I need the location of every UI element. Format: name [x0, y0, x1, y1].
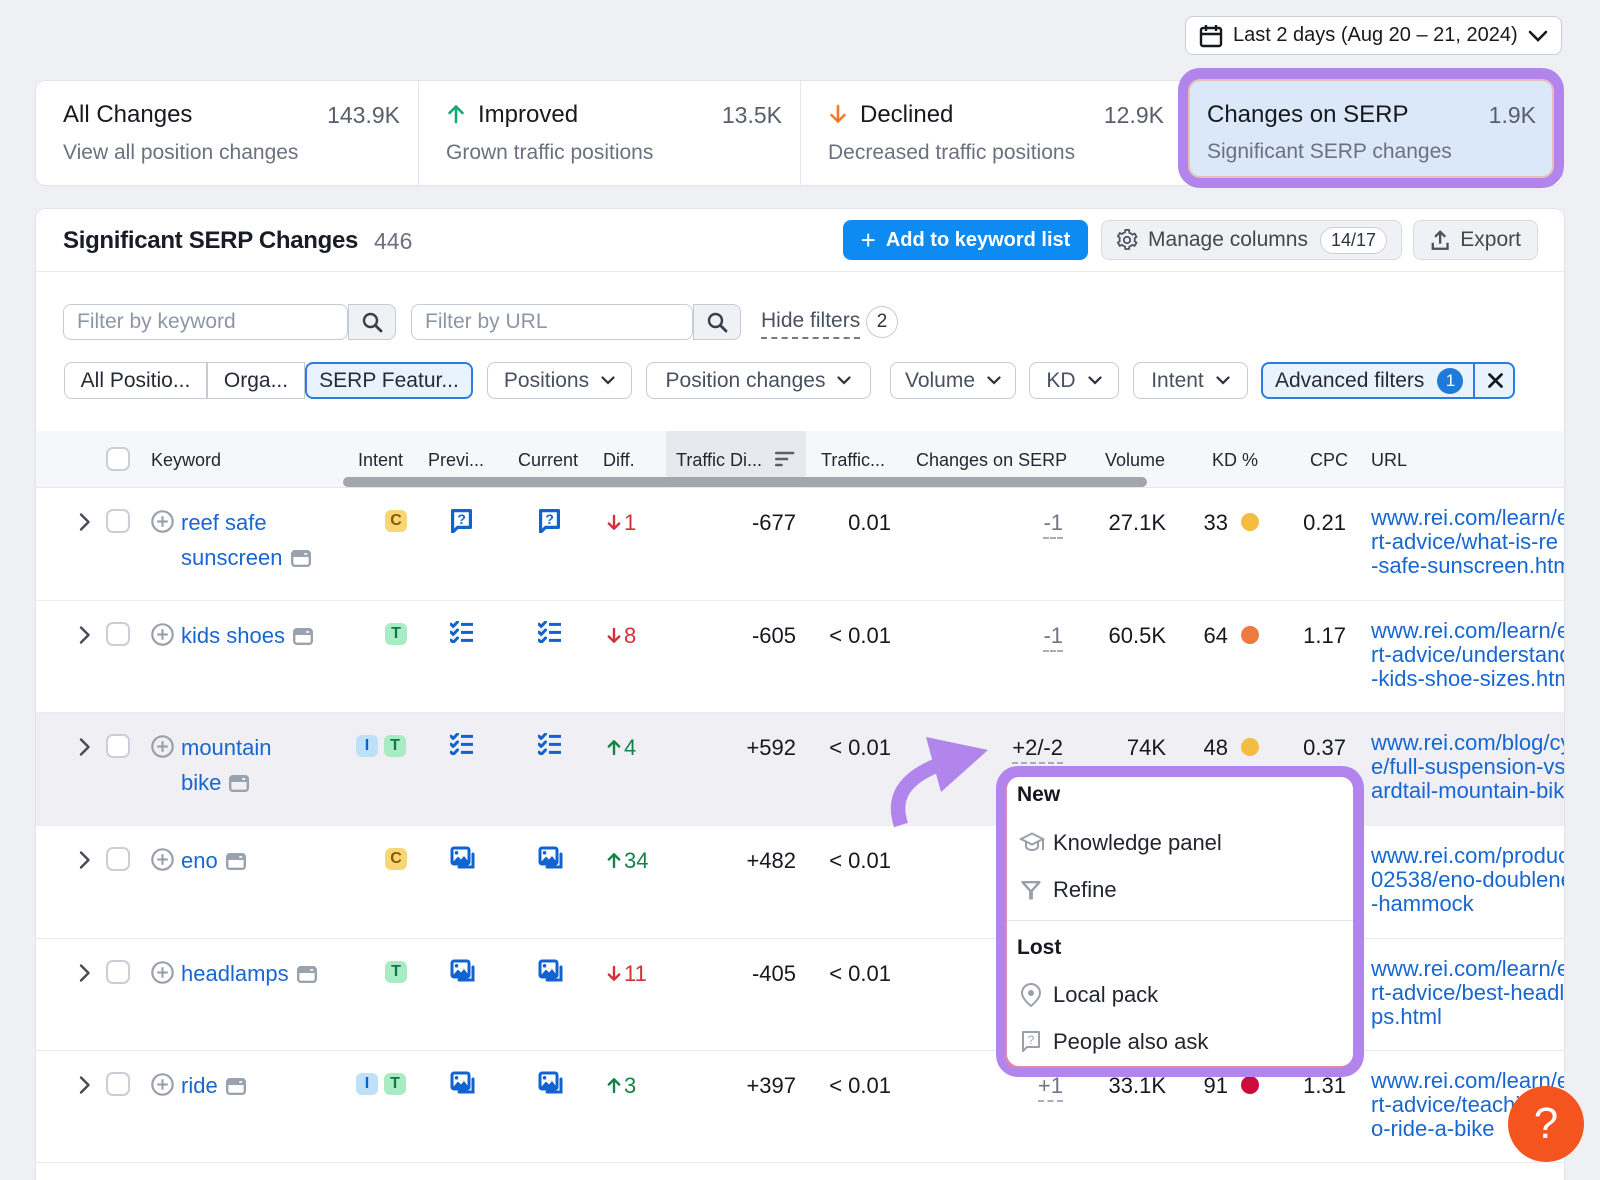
svg-text:?: ?	[545, 511, 554, 527]
svg-text:?: ?	[1028, 1033, 1035, 1047]
svg-text:?: ?	[457, 511, 466, 527]
